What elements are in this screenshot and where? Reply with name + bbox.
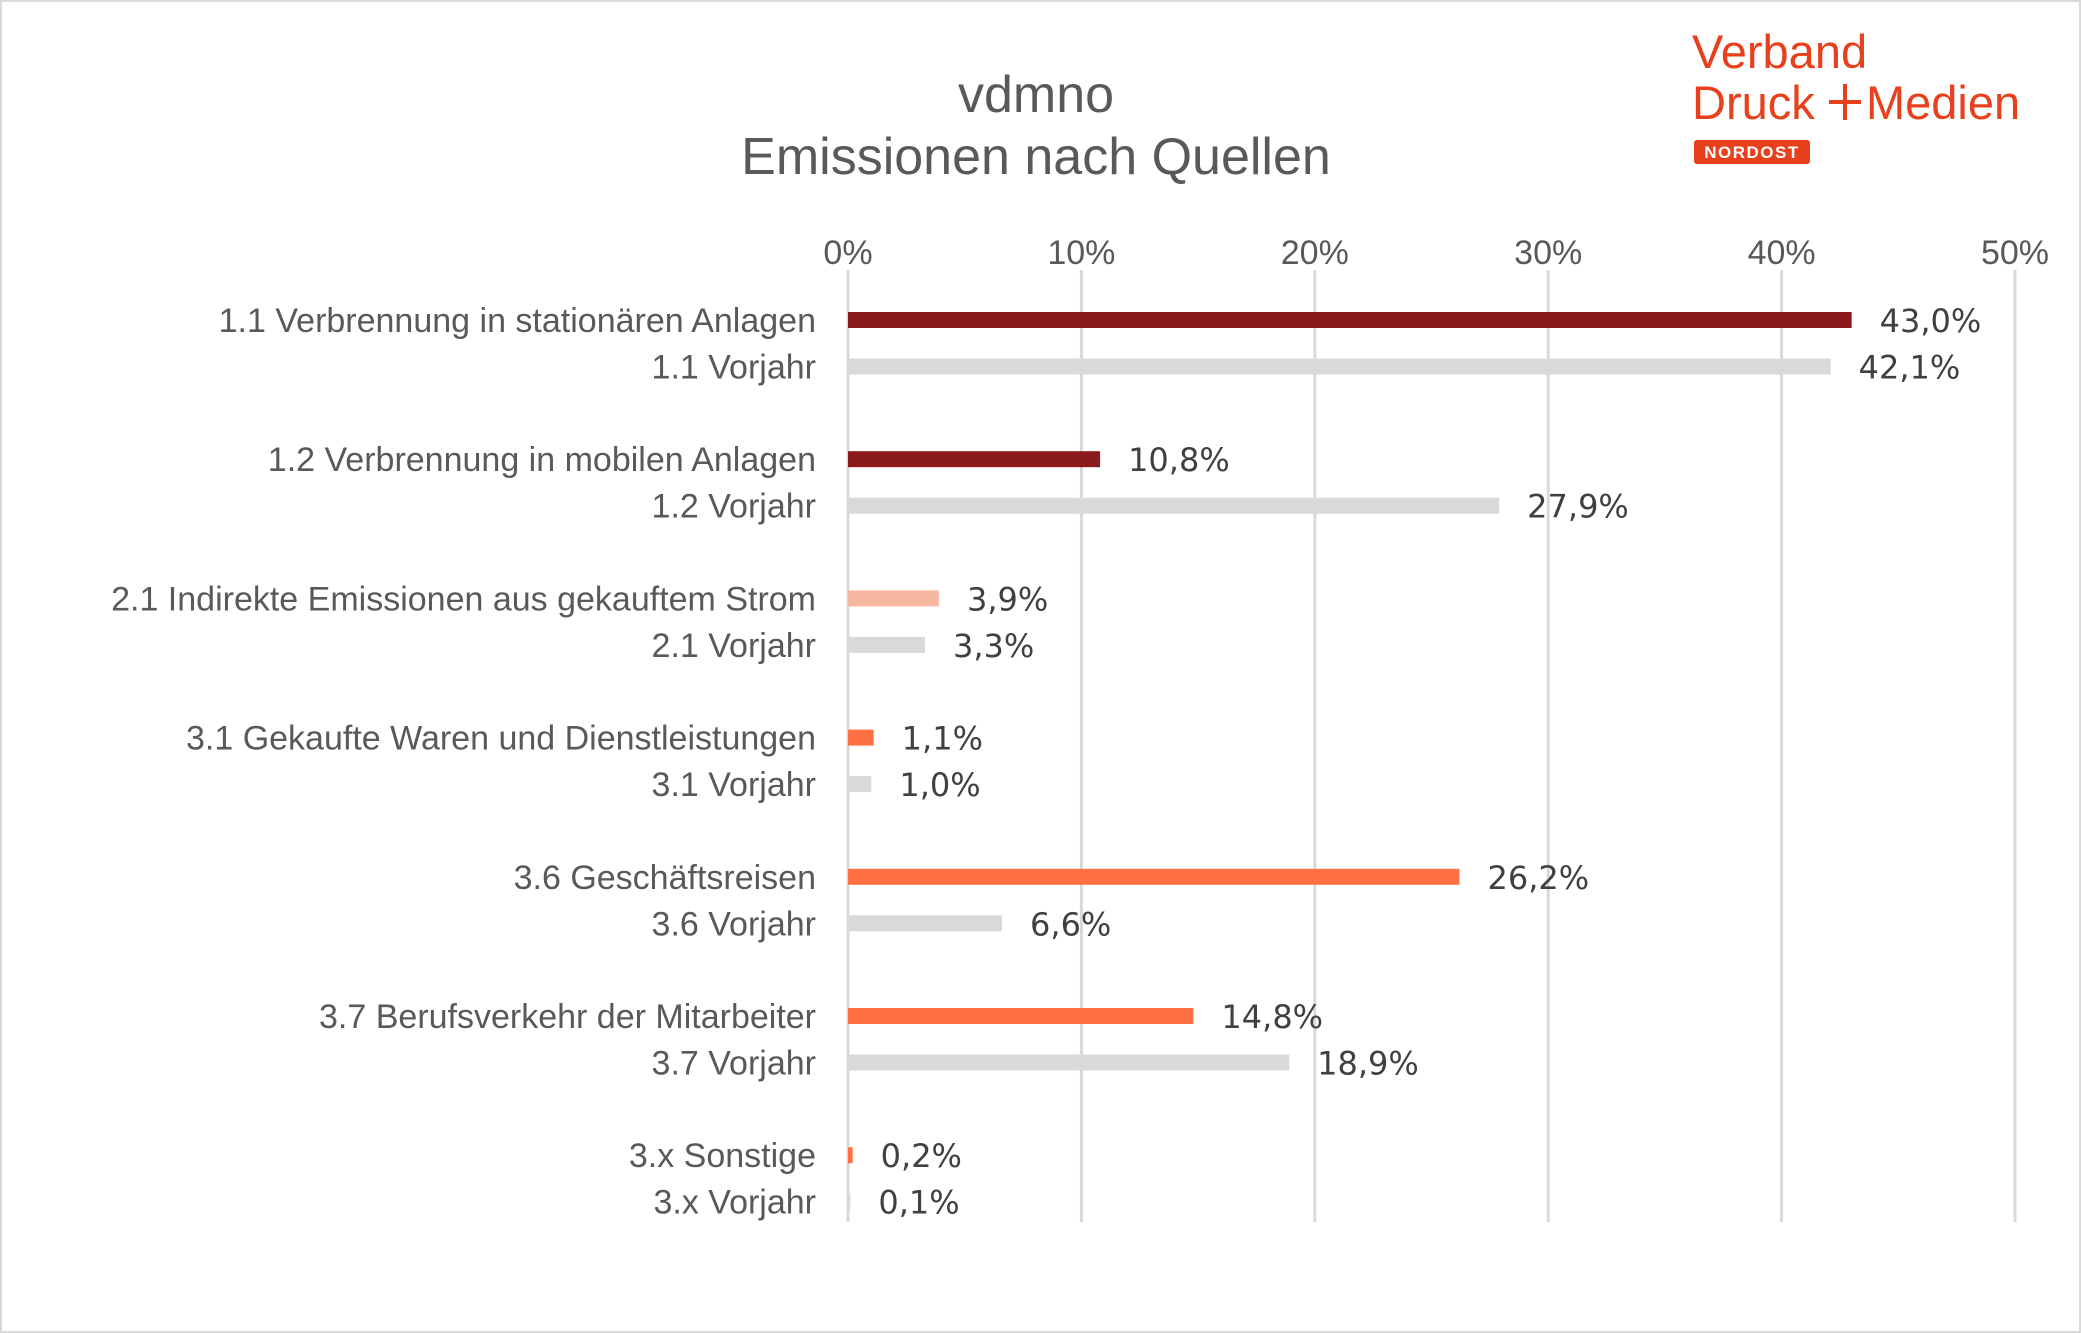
data-label-3: 27,9% [1527, 488, 1629, 526]
category-label-12: 3.x Sonstige [629, 1137, 816, 1175]
category-label-1: 1.1 Vorjahr [652, 349, 816, 387]
bars [848, 312, 1852, 1210]
category-label-5: 2.1 Vorjahr [652, 627, 816, 665]
grid-lines [846, 270, 2017, 1222]
bar-13 [848, 1193, 851, 1210]
bar-6 [848, 729, 874, 746]
logo-text-medien: Medien [1866, 76, 2020, 129]
category-label-13: 3.x Vorjahr [653, 1184, 816, 1222]
bar-2 [848, 451, 1101, 468]
category-label-7: 3.1 Vorjahr [652, 766, 816, 804]
x-tick-label-30: 30% [1514, 234, 1582, 272]
bar-9 [848, 915, 1003, 932]
category-labels: 1.1 Verbrennung in stationären Anlagen 1.… [111, 302, 816, 1222]
data-label-6: 1,1% [902, 720, 983, 758]
x-tick-label-0: 0% [823, 234, 872, 272]
logo-badge-text: NORDOST [1704, 143, 1800, 162]
x-tick-label-50: 50% [1981, 234, 2049, 272]
data-labels: 43,0% 42,1% 10,8% 27,9% 3,9% 3,3% 1,1% 1,0% 26,2… [878, 302, 1981, 1222]
bar-4 [848, 590, 940, 607]
data-label-7: 1,0% [899, 766, 980, 804]
bar-12 [848, 1147, 853, 1164]
category-label-10: 3.7 Berufsverkehr der Mitarbeiter [319, 998, 816, 1036]
x-tick-label-20: 20% [1281, 234, 1349, 272]
data-label-11: 18,9% [1317, 1045, 1419, 1083]
data-label-2: 10,8% [1128, 441, 1230, 479]
category-label-8: 3.6 Geschäftsreisen [514, 859, 816, 897]
data-label-9: 6,6% [1030, 905, 1111, 943]
bar-10 [848, 1008, 1194, 1024]
data-label-0: 43,0% [1880, 302, 1982, 340]
bar-5 [848, 636, 926, 653]
bar-3 [848, 497, 1500, 514]
verband-logo: Verband Druck Medien NORDOST [1692, 25, 2020, 164]
bar-7 [848, 776, 872, 793]
bar-0 [848, 312, 1852, 328]
x-tick-label-40: 40% [1748, 234, 1816, 272]
logo-text-druck: Druck [1692, 76, 1815, 129]
chart-title: vdmno Emissionen nach Quellen [741, 66, 1331, 186]
data-label-10: 14,8% [1221, 998, 1323, 1036]
bar-1 [848, 358, 1831, 375]
bar-11 [848, 1054, 1290, 1071]
data-label-13: 0,1% [878, 1184, 959, 1222]
plus-icon [1829, 84, 1861, 120]
x-tick-label-10: 10% [1047, 234, 1115, 272]
data-label-8: 26,2% [1488, 859, 1590, 897]
logo-text-verband: Verband [1692, 25, 1867, 78]
category-label-9: 3.6 Vorjahr [652, 905, 816, 943]
category-label-11: 3.7 Vorjahr [652, 1045, 816, 1083]
chart-title-line-1: vdmno [958, 66, 1114, 124]
data-label-4: 3,9% [967, 580, 1048, 618]
data-label-5: 3,3% [953, 627, 1034, 665]
data-label-12: 0,2% [881, 1137, 962, 1175]
category-label-0: 1.1 Verbrennung in stationären Anlagen [219, 302, 816, 340]
category-label-3: 1.2 Vorjahr [652, 488, 816, 526]
logo-badge [1694, 140, 1810, 164]
chart-title-line-2: Emissionen nach Quellen [741, 128, 1331, 186]
category-label-4: 2.1 Indirekte Emissionen aus gekauftem S… [111, 580, 816, 618]
category-label-6: 3.1 Gekaufte Waren und Dienstleistungen [186, 720, 816, 758]
x-axis-tick-labels: 0% 10% 20% 30% 40% 50% [823, 234, 2049, 272]
category-label-2: 1.2 Verbrennung in mobilen Anlagen [268, 441, 816, 479]
data-label-1: 42,1% [1859, 349, 1961, 387]
bar-8 [848, 868, 1460, 885]
